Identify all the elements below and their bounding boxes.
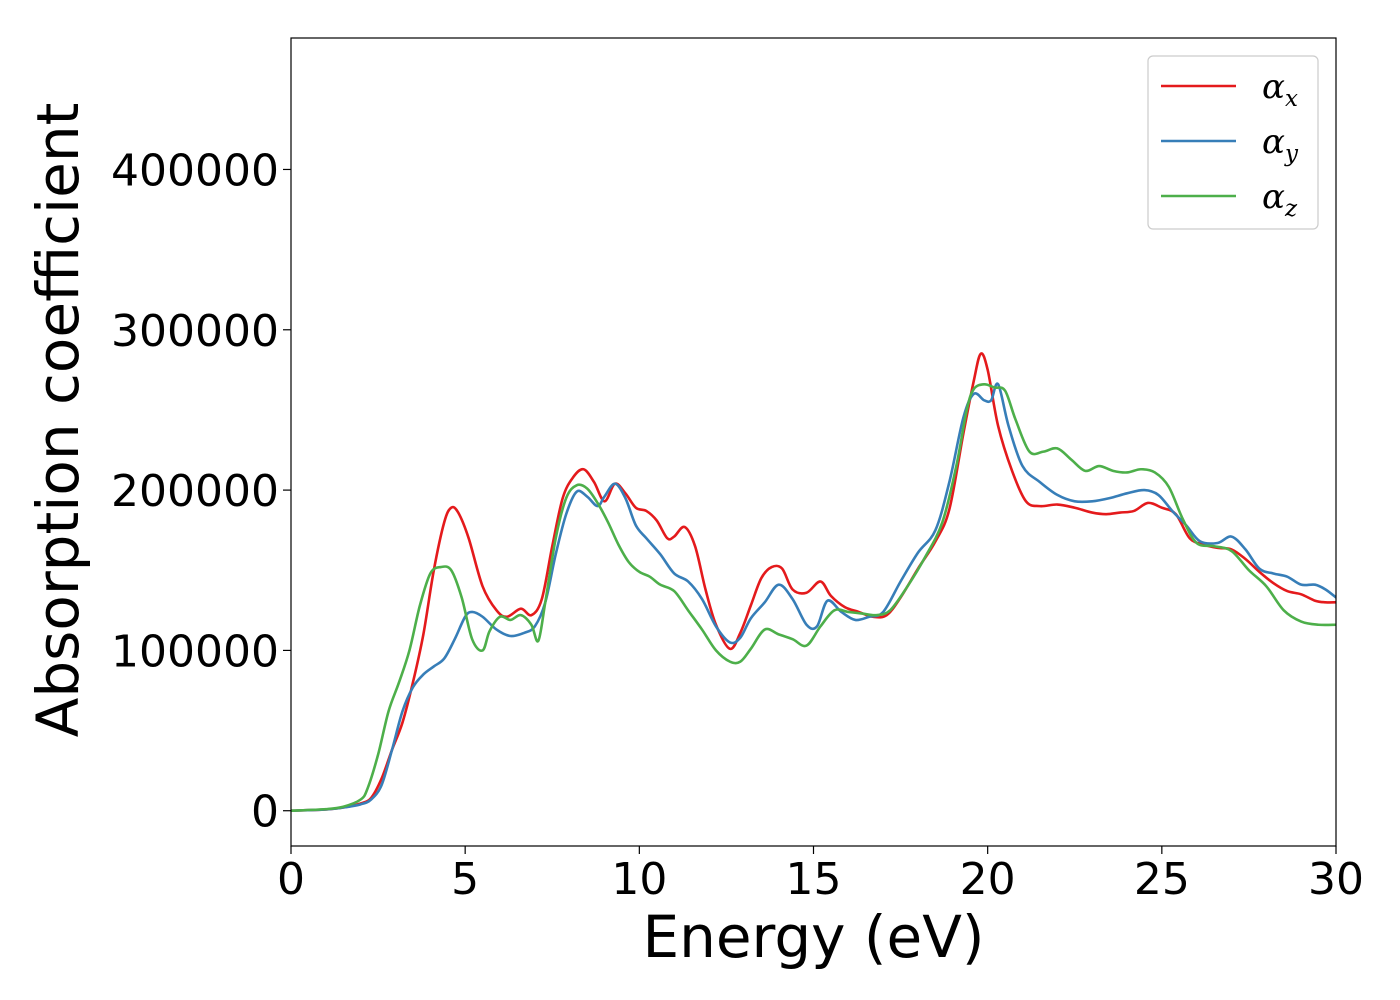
plot-lines xyxy=(291,352,1336,813)
x-tick-label: 0 xyxy=(277,854,305,905)
y-axis-ticks: 0 100000 200000 300000 400000 xyxy=(111,145,291,838)
y-tick-label: 100000 xyxy=(111,626,279,677)
y-axis-label: Absorption coefficient xyxy=(24,103,92,738)
x-tick-label: 20 xyxy=(960,854,1016,905)
x-tick-label: 25 xyxy=(1134,854,1190,905)
x-tick-label: 10 xyxy=(611,854,667,905)
y-tick-label: 300000 xyxy=(111,306,279,357)
legend-label-y: αy xyxy=(1262,122,1299,167)
legend-label-x: αx xyxy=(1262,67,1298,112)
y-tick-label: 0 xyxy=(251,787,279,838)
legend-label-z: αz xyxy=(1262,177,1298,222)
x-tick-label: 5 xyxy=(451,854,479,905)
x-tick-label: 15 xyxy=(786,854,842,905)
legend: αx αy αz xyxy=(1147,55,1319,230)
y-tick-label: 200000 xyxy=(111,466,279,517)
series-line-x xyxy=(291,352,1336,813)
x-tick-label: 30 xyxy=(1308,854,1364,905)
legend-box xyxy=(1147,55,1319,230)
x-axis-ticks: 0 5 10 15 20 25 30 xyxy=(277,846,1364,905)
y-tick-label: 400000 xyxy=(111,145,279,196)
series-line-z xyxy=(291,382,1336,813)
series-line-y xyxy=(291,382,1336,813)
x-axis-label: Energy (eV) xyxy=(642,903,984,971)
